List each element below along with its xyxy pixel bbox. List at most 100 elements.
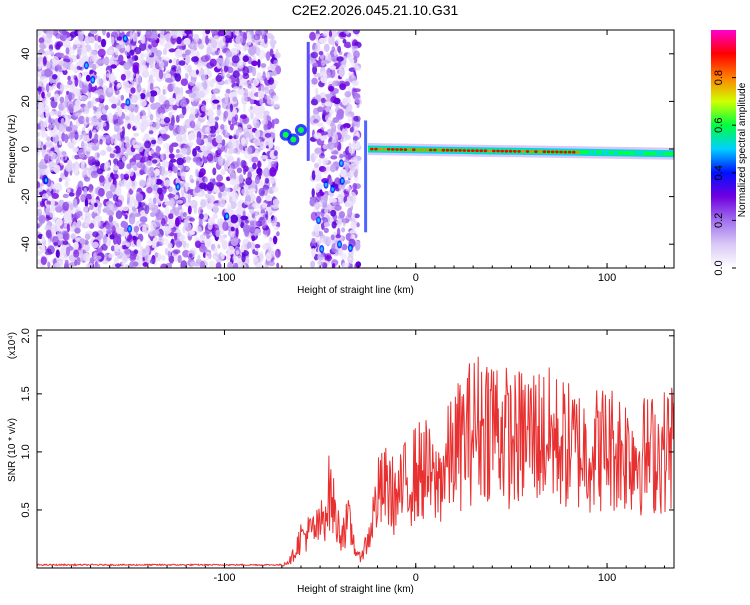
noise-cell bbox=[37, 85, 42, 95]
noise-cell bbox=[347, 113, 352, 123]
noise-cell bbox=[321, 126, 326, 131]
signal-peak bbox=[386, 147, 391, 151]
x-tick-label: 100 bbox=[598, 572, 616, 584]
signal-peak bbox=[647, 152, 652, 155]
noise-cell bbox=[100, 122, 107, 127]
noise-cell bbox=[129, 31, 133, 40]
noise-cell bbox=[120, 221, 129, 229]
noise-cell bbox=[105, 206, 111, 215]
noise-cell bbox=[215, 134, 222, 144]
noise-cell bbox=[150, 30, 158, 40]
noise-cell bbox=[109, 152, 115, 159]
noise-cell bbox=[55, 218, 63, 227]
noise-cell bbox=[273, 103, 281, 108]
noise-cell bbox=[108, 176, 112, 183]
noise-cell bbox=[200, 236, 206, 244]
signal-peak bbox=[584, 151, 589, 154]
signal-peak bbox=[391, 148, 395, 151]
noise-cell bbox=[81, 140, 85, 150]
noise-cell bbox=[135, 255, 140, 261]
noise-cell bbox=[273, 118, 280, 125]
noise-cell bbox=[348, 249, 354, 259]
noise-cell bbox=[339, 169, 347, 178]
noise-cell bbox=[148, 130, 154, 135]
noise-cell bbox=[122, 206, 129, 212]
noise-cell bbox=[215, 262, 222, 268]
noise-cell bbox=[185, 72, 189, 80]
noise-cell bbox=[176, 134, 183, 143]
noise-cell bbox=[192, 148, 197, 157]
noise-cell bbox=[78, 115, 85, 125]
noise-cell bbox=[168, 97, 176, 103]
noise-cell bbox=[205, 126, 211, 133]
noise-cell bbox=[47, 261, 51, 268]
noise-cell bbox=[39, 200, 45, 208]
noise-cell bbox=[344, 190, 350, 198]
signal-peak bbox=[462, 149, 467, 152]
noise-cell bbox=[171, 82, 175, 89]
noise-cell bbox=[84, 197, 89, 208]
noise-cell bbox=[217, 244, 221, 249]
noise-cell bbox=[174, 194, 179, 200]
noise-cell bbox=[104, 104, 109, 111]
snr-frame bbox=[36, 329, 675, 569]
noise-cell bbox=[225, 88, 231, 94]
noise-cell bbox=[329, 65, 337, 70]
signal-peak bbox=[416, 148, 420, 152]
noise-cell bbox=[197, 254, 201, 261]
noise-cell bbox=[257, 160, 261, 169]
noise-cell bbox=[157, 187, 163, 195]
signal-peak bbox=[605, 151, 610, 155]
noise-cell bbox=[162, 89, 166, 95]
noise-cell bbox=[230, 172, 237, 181]
signal-peak bbox=[458, 149, 462, 152]
noise-cell bbox=[320, 131, 329, 136]
noise-cell bbox=[70, 188, 74, 194]
noise-cell bbox=[165, 33, 172, 43]
noise-cell bbox=[120, 173, 124, 178]
noise-cell bbox=[331, 221, 337, 229]
noise-cell bbox=[49, 210, 55, 218]
noise-cell bbox=[146, 240, 153, 245]
noise-cell bbox=[65, 126, 72, 132]
noise-cell bbox=[250, 242, 256, 251]
signal-peak bbox=[496, 149, 500, 153]
noise-cell bbox=[199, 260, 206, 268]
noise-cell bbox=[66, 188, 71, 194]
noise-cell bbox=[245, 177, 253, 186]
noise-cell bbox=[90, 170, 99, 179]
noise-cell bbox=[268, 178, 274, 184]
noise-cell bbox=[72, 198, 78, 208]
noise-cell bbox=[127, 202, 134, 209]
noise-cell bbox=[310, 211, 318, 221]
noise-cell bbox=[87, 100, 92, 109]
noise-cell bbox=[266, 71, 270, 81]
noise-cell bbox=[317, 239, 322, 245]
noise-cell bbox=[249, 98, 255, 105]
noise-cell bbox=[251, 235, 256, 242]
noise-cell bbox=[62, 201, 70, 211]
noise-cell bbox=[332, 117, 340, 123]
signal-peak bbox=[572, 150, 576, 154]
noise-cell bbox=[147, 44, 152, 49]
noise-cell bbox=[200, 105, 208, 112]
noise-cell bbox=[69, 203, 74, 211]
noise-cell bbox=[110, 134, 114, 145]
noise-cell bbox=[207, 153, 214, 162]
noise-cell bbox=[123, 173, 129, 179]
noise-cell bbox=[217, 39, 225, 48]
noise-cell bbox=[260, 63, 267, 68]
noise-cell bbox=[114, 263, 122, 268]
signal-peak bbox=[614, 151, 618, 155]
noise-cell bbox=[196, 137, 202, 145]
noise-cell bbox=[42, 56, 47, 67]
noise-cell bbox=[132, 115, 141, 124]
noise-cell bbox=[249, 208, 255, 214]
noise-cell bbox=[37, 112, 42, 117]
noise-cell bbox=[200, 145, 208, 152]
signal-peak bbox=[525, 150, 530, 153]
noise-cell bbox=[48, 167, 55, 172]
noise-cell bbox=[182, 132, 187, 141]
noise-cell bbox=[216, 107, 221, 117]
noise-cell bbox=[235, 258, 243, 263]
